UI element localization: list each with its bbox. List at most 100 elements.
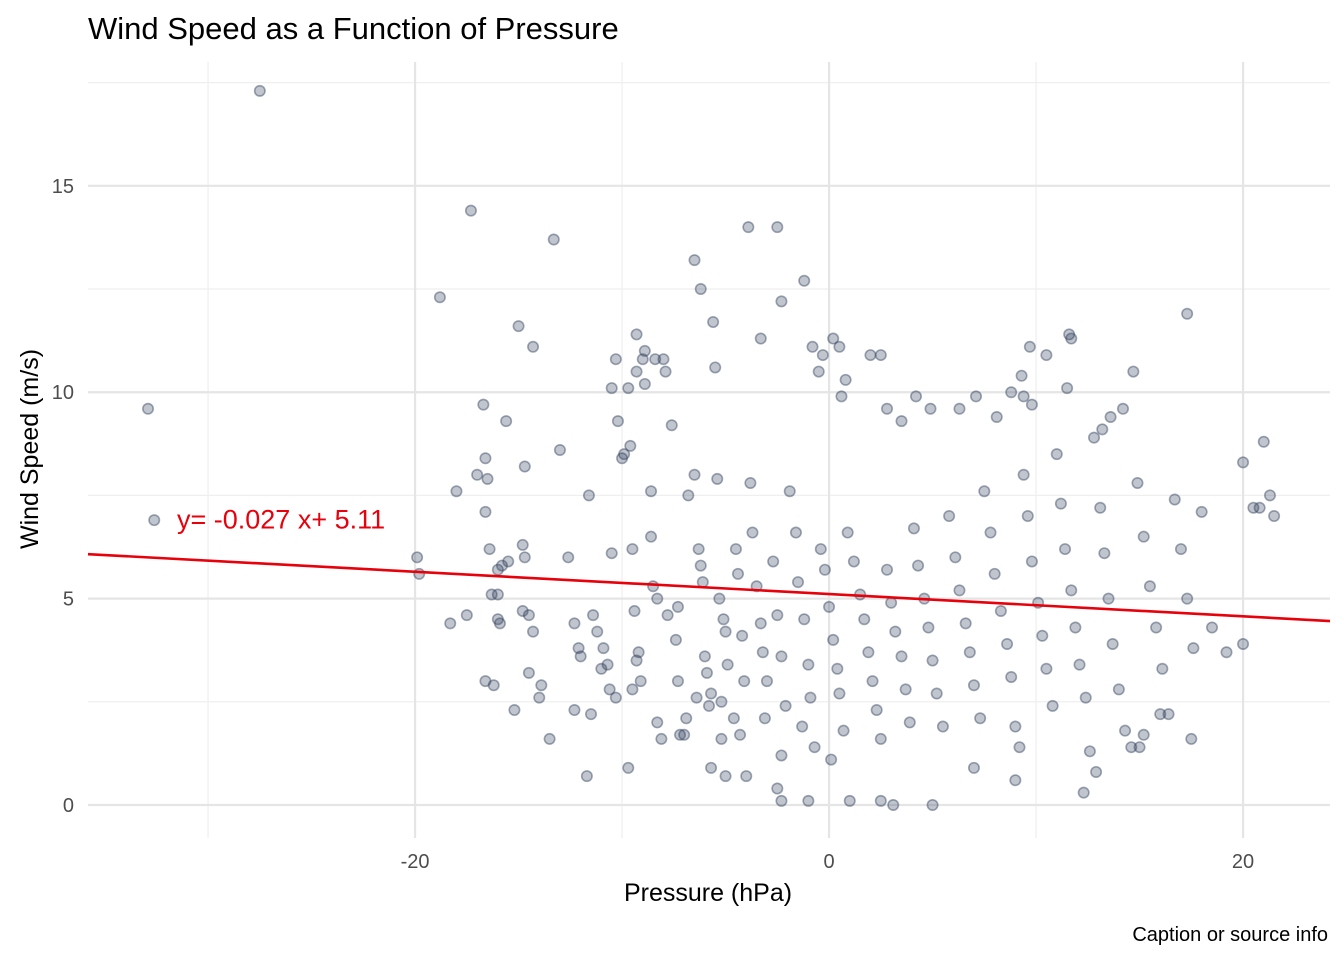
data-point [1150, 621, 1163, 634]
data-point [585, 708, 598, 721]
data-point [516, 604, 529, 617]
data-point [1187, 642, 1200, 655]
data-point [618, 448, 631, 461]
data-point [719, 770, 732, 783]
data-point [1023, 340, 1036, 353]
data-point [926, 654, 939, 667]
y-tick-label: 15 [52, 176, 74, 198]
data-point [833, 340, 846, 353]
data-point [1040, 662, 1053, 675]
data-point [479, 675, 492, 688]
data-point [678, 728, 691, 741]
data-point [959, 617, 972, 630]
data-point [903, 716, 916, 729]
data-point [1054, 497, 1067, 510]
data-point [796, 720, 809, 733]
data-point [1127, 365, 1140, 378]
data-point [1185, 732, 1198, 745]
data-point [698, 650, 711, 663]
data-point [661, 609, 674, 622]
data-point [1009, 720, 1022, 733]
data-point [628, 604, 641, 617]
data-point [1098, 547, 1111, 560]
data-point [1001, 637, 1014, 650]
data-point [1017, 468, 1030, 481]
data-point [719, 625, 732, 638]
data-point [936, 720, 949, 733]
data-point [895, 415, 908, 428]
data-point [866, 675, 879, 688]
data-point [874, 794, 887, 807]
gridlines [88, 62, 1330, 838]
data-point [1174, 543, 1187, 556]
data-point [924, 402, 937, 415]
data-point [636, 353, 649, 366]
data-point [742, 221, 755, 234]
data-point [483, 543, 496, 556]
data-point [798, 274, 811, 287]
data-point [1094, 501, 1107, 514]
data-point [645, 485, 658, 498]
data-point [651, 716, 664, 729]
data-point [1005, 386, 1018, 399]
data-point [1268, 510, 1281, 523]
data-point [990, 410, 1003, 423]
data-point [1125, 741, 1138, 754]
data-point [705, 761, 718, 774]
data-point [930, 687, 943, 700]
data-point [622, 382, 635, 395]
data-point [591, 625, 604, 638]
data-point [690, 691, 703, 704]
data-point [758, 712, 771, 725]
data-point [568, 617, 581, 630]
data-point [775, 650, 788, 663]
x-tick-label: 0 [823, 851, 834, 873]
data-point [680, 712, 693, 725]
data-point [694, 283, 707, 296]
data-point [1040, 349, 1053, 362]
data-point [734, 728, 747, 741]
data-point [1168, 493, 1181, 506]
data-point [527, 340, 540, 353]
data-point [479, 505, 492, 518]
data-point [1137, 728, 1150, 741]
data-point [1005, 671, 1018, 684]
data-point [1102, 592, 1115, 605]
data-point [798, 613, 811, 626]
data-point [984, 526, 997, 539]
data-point [808, 741, 821, 754]
data-point [630, 328, 643, 341]
data-point [1017, 390, 1030, 403]
data-point [669, 633, 682, 646]
data-point [783, 485, 796, 498]
data-point [671, 675, 684, 688]
data-point [835, 390, 848, 403]
data-point [700, 666, 713, 679]
data-point [760, 675, 773, 688]
data-point [491, 588, 504, 601]
data-point [1083, 745, 1096, 758]
data-point [1237, 456, 1250, 469]
data-point [611, 415, 624, 428]
data-point [1181, 592, 1194, 605]
y-tick-label: 10 [52, 382, 74, 404]
data-point [771, 609, 784, 622]
data-point [767, 555, 780, 568]
data-point [899, 683, 912, 696]
data-point [444, 617, 457, 630]
data-point [864, 349, 877, 362]
data-point [922, 621, 935, 634]
data-point [413, 567, 426, 580]
x-tick-label: -20 [401, 851, 430, 873]
data-point [963, 646, 976, 659]
data-point [630, 365, 643, 378]
data-point [477, 398, 490, 411]
data-point [802, 794, 815, 807]
y-tick-label: 0 [63, 795, 74, 817]
data-point [816, 349, 829, 362]
data-point [479, 452, 492, 465]
data-point [485, 588, 498, 601]
data-point [493, 617, 506, 630]
data-point [885, 596, 898, 609]
